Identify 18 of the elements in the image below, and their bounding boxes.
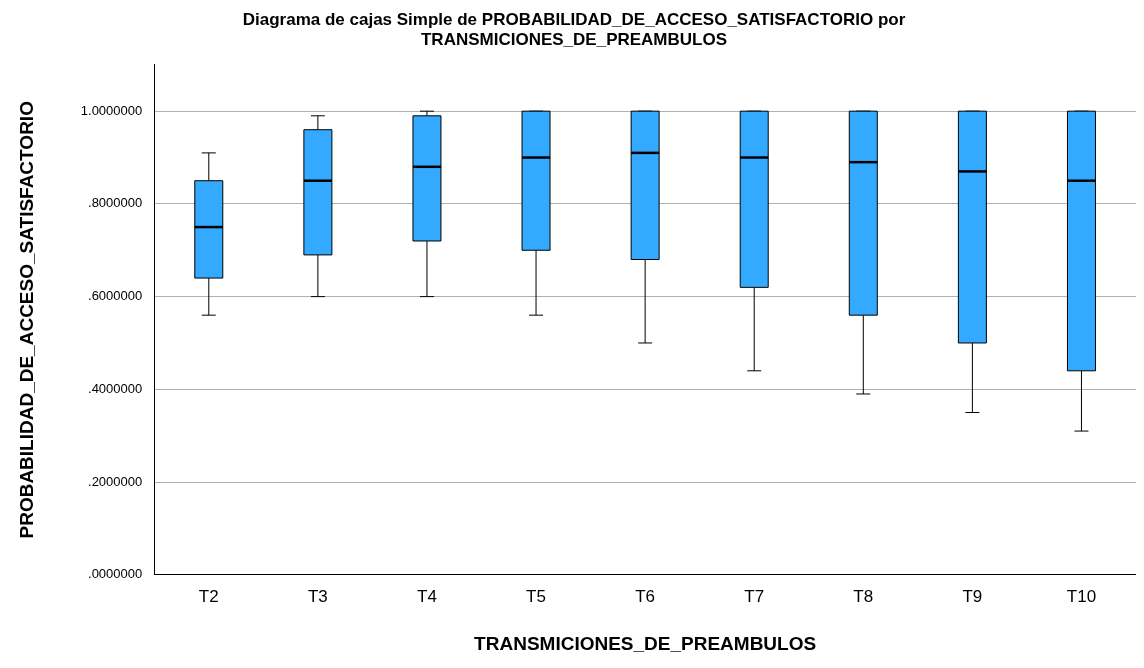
x-tick-label: T2	[198, 586, 219, 606]
y-tick-label: .4000000	[88, 380, 143, 396]
y-tick-label: .8000000	[88, 195, 143, 211]
y-tick-label: .6000000	[88, 288, 143, 304]
y-tick-label: 1.0000000	[80, 102, 143, 118]
x-tick-label: T6	[635, 586, 656, 606]
x-tick-label: T3	[307, 586, 328, 606]
x-tick-label: T9	[962, 586, 983, 606]
x-tick-label: T4	[417, 586, 437, 606]
y-tick-label: .0000000	[88, 566, 143, 582]
y-axis-title: PROBABILIDAD_DE_ACCESO_SATISFACTORIO	[15, 101, 37, 539]
x-tick-label: T7	[744, 586, 765, 606]
x-tick-label: T8	[853, 586, 874, 606]
y-tick-label: .2000000	[88, 473, 143, 489]
x-tick-label: T10	[1066, 586, 1097, 606]
chart-title: Diagrama de cajas Simple de PROBABILIDAD_DE_ACCESO_SATISFACTORIO por TRANSMICIONES_DE_PREAMBULOS	[242, 9, 906, 50]
x-tick-label: T5	[526, 586, 546, 606]
x-axis-title: TRANSMICIONES_DE_PREAMBULOS	[474, 632, 817, 654]
